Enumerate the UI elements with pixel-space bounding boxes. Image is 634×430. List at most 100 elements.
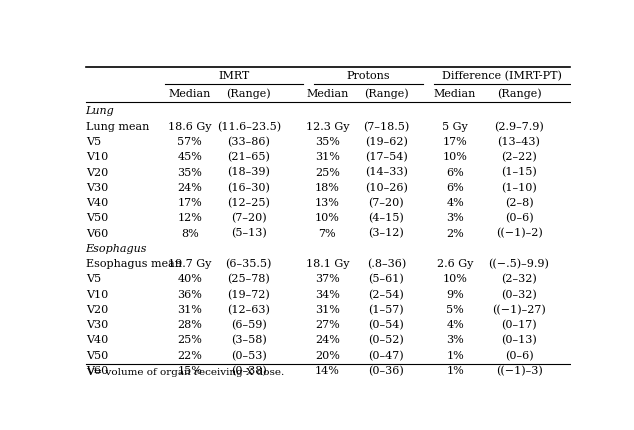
Text: (12–25): (12–25) xyxy=(228,197,270,208)
Text: 35%: 35% xyxy=(178,167,202,177)
Text: (13–43): (13–43) xyxy=(498,136,540,147)
Text: (33–86): (33–86) xyxy=(228,136,270,147)
Text: Esophagus mean: Esophagus mean xyxy=(86,258,181,268)
Text: (0–52): (0–52) xyxy=(368,335,404,345)
Text: 9%: 9% xyxy=(446,289,464,299)
Text: (2.9–7.9): (2.9–7.9) xyxy=(494,121,544,132)
Text: (18–39): (18–39) xyxy=(228,167,270,177)
Text: V5: V5 xyxy=(86,274,101,284)
Text: 24%: 24% xyxy=(178,182,202,192)
Text: (17–54): (17–54) xyxy=(365,152,408,162)
Text: (5–13): (5–13) xyxy=(231,228,267,238)
Text: 18%: 18% xyxy=(315,182,340,192)
Text: (0–53): (0–53) xyxy=(231,350,267,360)
Text: 13%: 13% xyxy=(315,198,340,208)
Text: 20%: 20% xyxy=(315,350,340,360)
Text: (25–78): (25–78) xyxy=(228,273,270,284)
Text: 3%: 3% xyxy=(446,335,464,345)
Text: 27%: 27% xyxy=(315,319,340,329)
Text: V50: V50 xyxy=(86,350,108,360)
Text: ((−1)–27): ((−1)–27) xyxy=(492,304,546,314)
Text: (0–47): (0–47) xyxy=(368,350,404,360)
Text: (3–12): (3–12) xyxy=(368,228,404,238)
Text: 14%: 14% xyxy=(315,365,340,375)
Text: 25%: 25% xyxy=(315,167,340,177)
Text: 12.3 Gy: 12.3 Gy xyxy=(306,121,349,132)
Text: IMRT: IMRT xyxy=(218,71,250,81)
Text: (19–72): (19–72) xyxy=(228,289,270,299)
Text: (0–6): (0–6) xyxy=(505,350,533,360)
Text: 6%: 6% xyxy=(446,182,464,192)
Text: (2–22): (2–22) xyxy=(501,152,537,162)
Text: V30: V30 xyxy=(86,319,108,329)
Text: V40: V40 xyxy=(86,198,108,208)
Text: V10: V10 xyxy=(86,289,108,299)
Text: (21–65): (21–65) xyxy=(228,152,270,162)
Text: 24%: 24% xyxy=(315,335,340,345)
Text: (3–58): (3–58) xyxy=(231,335,267,345)
Text: 3%: 3% xyxy=(446,213,464,223)
Text: (14–33): (14–33) xyxy=(365,167,408,177)
Text: 15%: 15% xyxy=(178,365,202,375)
Text: 1%: 1% xyxy=(446,350,464,360)
Text: 7%: 7% xyxy=(318,228,336,238)
Text: (19–62): (19–62) xyxy=(365,136,408,147)
Text: 5 Gy: 5 Gy xyxy=(443,121,468,132)
Text: 31%: 31% xyxy=(178,304,202,314)
Text: (0–54): (0–54) xyxy=(368,319,404,329)
Text: (5–61): (5–61) xyxy=(368,273,404,284)
Text: Esophagus: Esophagus xyxy=(86,243,147,253)
Text: 2%: 2% xyxy=(446,228,464,238)
Text: 10%: 10% xyxy=(315,213,340,223)
Text: (2–54): (2–54) xyxy=(368,289,404,299)
Text: 12%: 12% xyxy=(178,213,202,223)
Text: (2–32): (2–32) xyxy=(501,273,537,284)
Text: (Range): (Range) xyxy=(496,89,541,99)
Text: 37%: 37% xyxy=(315,274,340,284)
Text: 28%: 28% xyxy=(178,319,202,329)
Text: 19.7 Gy: 19.7 Gy xyxy=(168,258,212,268)
Text: (0–36): (0–36) xyxy=(368,365,404,375)
Text: (7–20): (7–20) xyxy=(231,213,266,223)
Text: 57%: 57% xyxy=(178,137,202,147)
Text: 36%: 36% xyxy=(178,289,202,299)
Text: V60: V60 xyxy=(86,365,108,375)
Text: 8%: 8% xyxy=(181,228,198,238)
Text: Lung: Lung xyxy=(86,106,114,116)
Text: 34%: 34% xyxy=(315,289,340,299)
Text: ((−1)–3): ((−1)–3) xyxy=(496,365,542,375)
Text: (16–30): (16–30) xyxy=(228,182,270,193)
Text: (4–15): (4–15) xyxy=(368,213,404,223)
Text: (6–35.5): (6–35.5) xyxy=(226,258,272,269)
Text: (0–13): (0–13) xyxy=(501,335,537,345)
Text: Protons: Protons xyxy=(347,71,391,81)
Text: (0–17): (0–17) xyxy=(501,319,537,329)
Text: V40: V40 xyxy=(86,335,108,345)
Text: 2.6 Gy: 2.6 Gy xyxy=(437,258,474,268)
Text: (1–10): (1–10) xyxy=(501,182,537,193)
Text: (0–38): (0–38) xyxy=(231,365,267,375)
Text: 25%: 25% xyxy=(178,335,202,345)
Text: V30: V30 xyxy=(86,182,108,192)
Text: (0–6): (0–6) xyxy=(505,213,533,223)
Text: V= volume of organ receiving X dose.: V= volume of organ receiving X dose. xyxy=(86,368,284,377)
Text: 45%: 45% xyxy=(178,152,202,162)
Text: Median: Median xyxy=(169,89,211,99)
Text: (7–18.5): (7–18.5) xyxy=(363,121,410,132)
Text: 40%: 40% xyxy=(178,274,202,284)
Text: 4%: 4% xyxy=(446,319,464,329)
Text: 10%: 10% xyxy=(443,274,467,284)
Text: Median: Median xyxy=(306,89,349,99)
Text: ((−1)–2): ((−1)–2) xyxy=(496,228,542,238)
Text: (7–20): (7–20) xyxy=(368,197,404,208)
Text: V20: V20 xyxy=(86,167,108,177)
Text: (Range): (Range) xyxy=(226,89,271,99)
Text: 31%: 31% xyxy=(315,152,340,162)
Text: ((−.5)–9.9): ((−.5)–9.9) xyxy=(489,258,550,269)
Text: 4%: 4% xyxy=(446,198,464,208)
Text: 17%: 17% xyxy=(178,198,202,208)
Text: (1–15): (1–15) xyxy=(501,167,537,177)
Text: 17%: 17% xyxy=(443,137,467,147)
Text: (10–26): (10–26) xyxy=(365,182,408,193)
Text: 5%: 5% xyxy=(446,304,464,314)
